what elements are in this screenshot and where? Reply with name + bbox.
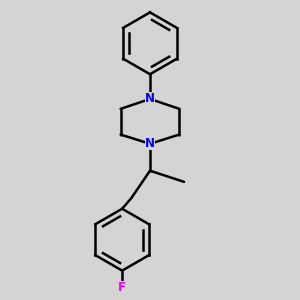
Text: F: F	[118, 281, 126, 294]
Text: N: N	[145, 137, 155, 150]
Text: N: N	[145, 92, 155, 106]
